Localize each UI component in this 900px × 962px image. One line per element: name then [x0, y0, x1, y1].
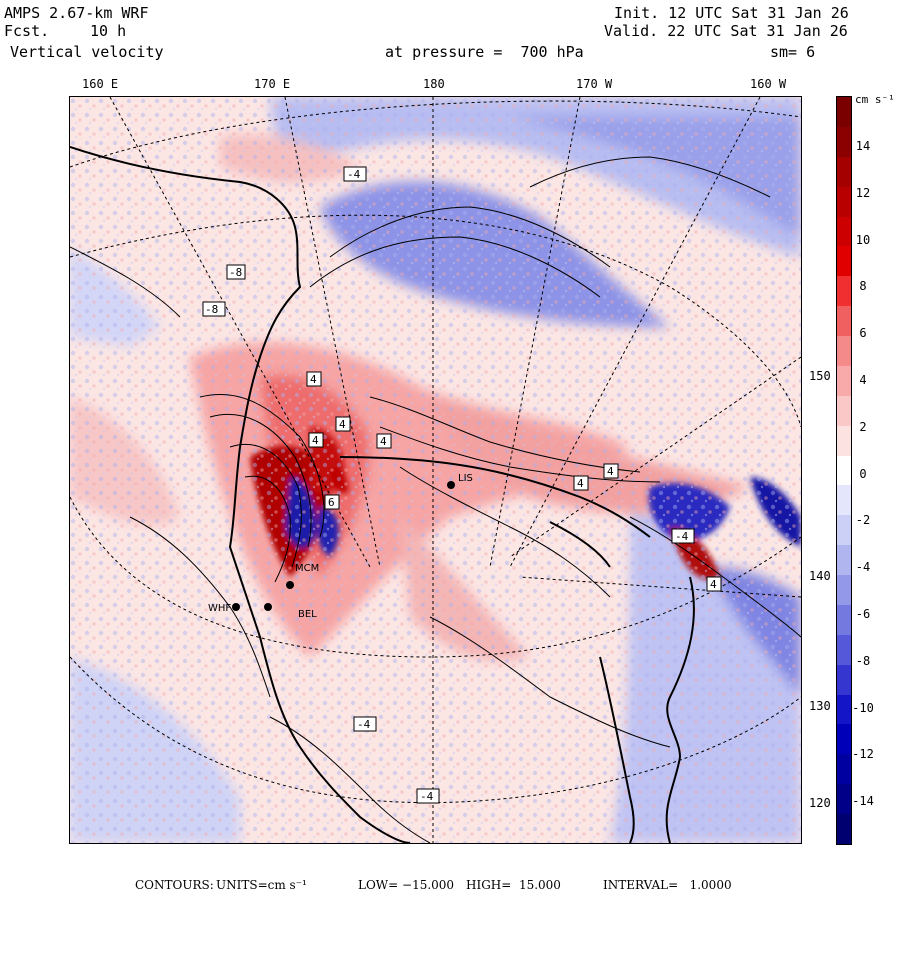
graticule — [70, 97, 801, 843]
contour-label: 4 — [607, 465, 614, 478]
colorbar-segment — [837, 814, 851, 845]
colorbar-segment — [837, 784, 851, 815]
colorbar-tick-label: -8 — [855, 653, 871, 668]
contour-label: 4 — [339, 418, 346, 431]
colorbar-segment — [837, 694, 851, 725]
coastline — [70, 146, 695, 843]
colorbar-segment — [837, 246, 851, 277]
speckle-texture — [70, 97, 801, 843]
colorbar-segment — [837, 276, 851, 307]
colorbar-segment — [837, 216, 851, 247]
init-time: Init. 12 UTC Sat 31 Jan 26 — [614, 4, 849, 22]
contour-value-labels: 4 4 4 4 4 4 6 -4 -8 -8 -4 -4 -4 — [202, 166, 722, 804]
station-whf: WHF — [208, 603, 231, 614]
colorbar-segment — [837, 186, 851, 217]
colorbar — [836, 96, 852, 845]
colorbar-tick-label: 8 — [859, 279, 867, 294]
colorbar-segment — [837, 724, 851, 755]
footer-units: UNITS=cm s⁻¹ — [216, 878, 307, 892]
station-bel: BEL — [298, 609, 317, 620]
colorbar-segment — [837, 545, 851, 576]
colorbar-segment — [837, 395, 851, 427]
colorbar-tick-label: 6 — [859, 326, 867, 341]
colorbar-segment — [837, 156, 851, 188]
colorbar-tick-label: -12 — [852, 747, 874, 762]
contour-lines — [70, 156, 801, 843]
colorbar-segment — [837, 425, 851, 457]
lon-label-170e: 170 E — [254, 77, 291, 91]
colorbar-segment — [837, 515, 851, 546]
lon-label-160w: 160 W — [750, 77, 787, 91]
station-mcm: MCM — [295, 563, 319, 574]
colorbar-tick-label: -14 — [852, 794, 874, 809]
footer-interval: INTERVAL= 1.0000 — [603, 878, 732, 892]
stations — [232, 481, 455, 611]
velocity-map: LIS WHF BEL MCM 4 4 4 4 4 4 6 -4 -8 -8 — [70, 97, 801, 843]
contour-label: -4 — [347, 168, 361, 181]
contour-label: 4 — [312, 434, 319, 447]
colorbar-tick-label: -10 — [852, 700, 874, 715]
contour-label: -8 — [205, 303, 218, 316]
colorbar-segment — [837, 97, 851, 128]
model-title: AMPS 2.67-km WRF — [4, 4, 149, 22]
contour-label: 4 — [577, 477, 584, 490]
lon-label-160e: 160 E — [82, 77, 119, 91]
contour-label: -4 — [357, 718, 371, 731]
valid-time: Valid. 22 UTC Sat 31 Jan 26 — [604, 22, 848, 40]
footer: CONTOURS: UNITS=cm s⁻¹ LOW= −15.000 HIGH… — [0, 878, 900, 962]
colorbar-segment — [837, 485, 851, 516]
contour-label: 6 — [328, 496, 335, 509]
colorbar-tick-label: -2 — [855, 513, 871, 528]
colorbar-segment — [837, 664, 851, 696]
footer-contours-label: CONTOURS: — [135, 878, 214, 892]
lon-label-170w: 170 W — [576, 77, 613, 91]
field-name: Vertical velocity — [10, 43, 164, 61]
contour-label: -4 — [420, 790, 434, 803]
station-lis: LIS — [458, 473, 473, 484]
colorbar-segment — [837, 634, 851, 666]
smoothing-value: sm= 6 — [770, 43, 816, 61]
contour-label: -8 — [229, 266, 242, 279]
colorbar-tick-label: -4 — [855, 560, 871, 575]
forecast-label: Fcst. — [4, 22, 50, 40]
footer-low: LOW= −15.000 — [358, 878, 455, 892]
colorbar-segment — [837, 306, 851, 337]
contour-label: 4 — [710, 578, 717, 591]
colorbar-tick-label: 2 — [859, 419, 867, 434]
colorbar-tick-label: 10 — [855, 232, 871, 247]
pressure-level: at pressure = 700 hPa — [385, 43, 584, 61]
forecast-hours: 10 h — [90, 22, 127, 40]
colorbar-tick-label: 4 — [859, 373, 867, 387]
colorbar-tick-label: -6 — [855, 607, 871, 621]
colorbar-tick-label: 12 — [855, 185, 871, 200]
contour-label: -4 — [675, 530, 689, 543]
colorbar-units: cm s⁻¹ — [855, 93, 895, 106]
colorbar-segment — [837, 575, 851, 606]
footer-high: HIGH= 15.000 — [466, 878, 561, 892]
map-panel: LIS WHF BEL MCM 4 4 4 4 4 4 6 -4 -8 -8 — [69, 96, 802, 844]
colorbar-segment — [837, 754, 851, 785]
colorbar-segment — [837, 365, 851, 397]
contour-label: 4 — [380, 435, 387, 448]
colorbar-segment — [837, 336, 851, 367]
contour-label: 4 — [310, 373, 317, 386]
colorbar-segment — [837, 604, 851, 636]
lon-label-180: 180 — [423, 77, 445, 91]
colorbar-tick-label: 14 — [855, 139, 871, 153]
colorbar-segment — [837, 126, 851, 158]
colorbar-segment — [837, 455, 851, 486]
colorbar-tick-label: 0 — [859, 466, 867, 481]
